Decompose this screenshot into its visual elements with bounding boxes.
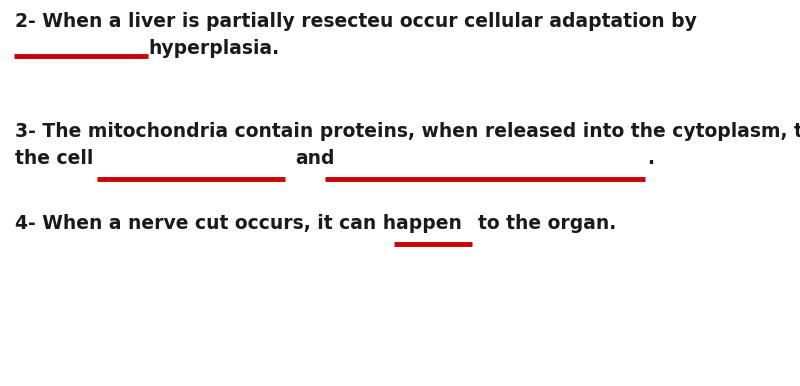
Text: the cell: the cell	[15, 149, 94, 168]
Text: to the organ.: to the organ.	[478, 214, 616, 233]
Text: hyperplasia.: hyperplasia.	[148, 39, 279, 58]
Text: and: and	[295, 149, 334, 168]
Text: .: .	[647, 149, 654, 168]
Text: 2- When a liver is partially resecteu occur cellular adaptation by: 2- When a liver is partially resecteu oc…	[15, 12, 697, 31]
Text: 3- The mitochondria contain proteins, when released into the cytoplasm, tell: 3- The mitochondria contain proteins, wh…	[15, 122, 800, 141]
Text: 4- When a nerve cut occurs, it can happen: 4- When a nerve cut occurs, it can happe…	[15, 214, 462, 233]
